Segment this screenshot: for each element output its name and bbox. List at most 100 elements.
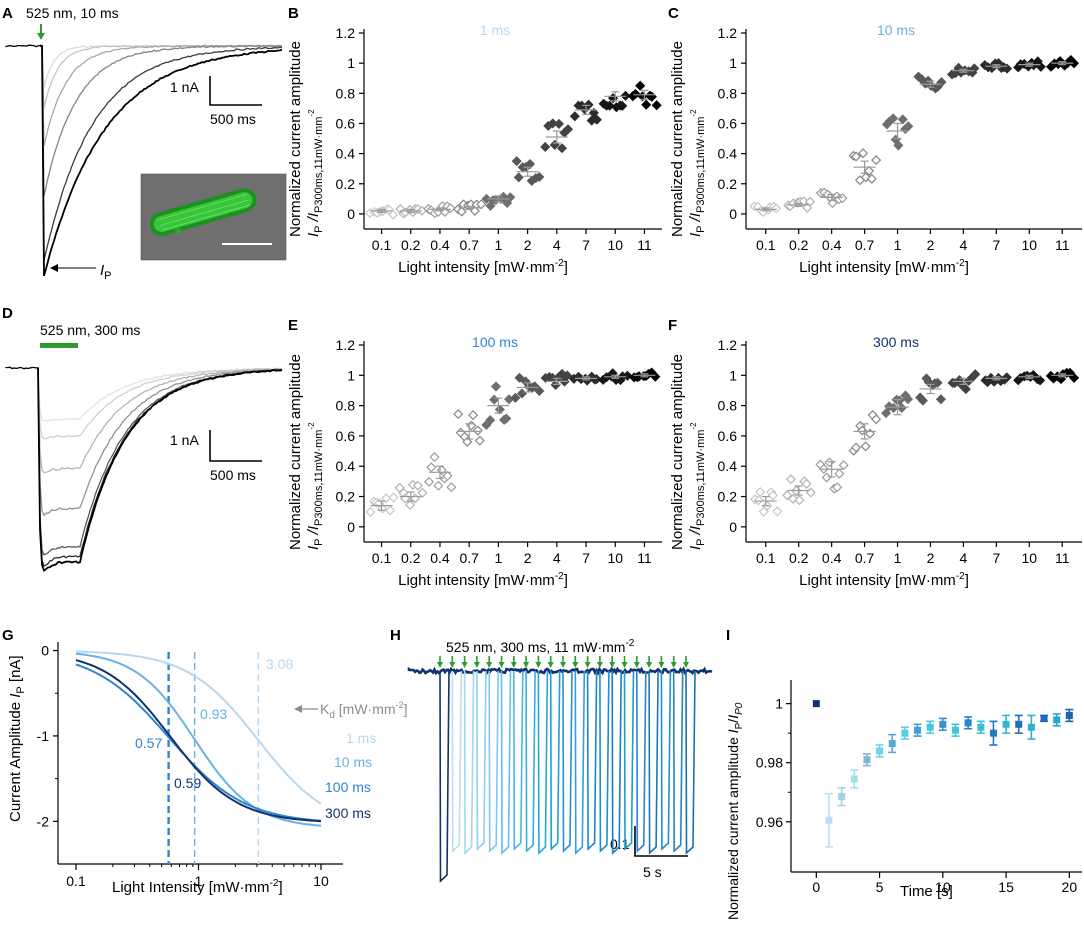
x-tick-label: 0.7 [459, 550, 479, 566]
fit-curve [75, 650, 322, 805]
data-point [445, 203, 456, 214]
y-tick-label: -2 [37, 813, 50, 829]
data-point [1002, 720, 1010, 728]
x-tick-label: 7 [582, 550, 590, 566]
y-tick-label: 1.2 [336, 25, 356, 41]
y-tick-label: 1.2 [718, 25, 738, 41]
stimulus-arrowhead-icon [572, 662, 579, 668]
panel-h-scalebar-time: 5 s [643, 864, 662, 880]
data-point [896, 402, 907, 413]
current-trace [39, 44, 283, 197]
data-point [755, 486, 766, 498]
x-axis-label: Light intensity [mW·mm-2] [398, 258, 568, 276]
y-axis-label-exp: -2 [307, 109, 316, 117]
panel-a-scalebar-time: 500 ms [210, 111, 256, 127]
current-pulse [476, 670, 487, 851]
stimulus-arrowhead-icon [535, 662, 542, 668]
panel-title: 1 ms [480, 22, 510, 38]
data-point [412, 480, 423, 491]
x-tick-label: 1 [494, 550, 502, 566]
current-pulse [537, 670, 549, 855]
current-trace [37, 367, 283, 422]
y-tick-label: 0 [41, 643, 49, 659]
x-tick-label: 15 [998, 879, 1014, 895]
panel-label-e: E [288, 317, 298, 334]
panel-i: Normalized current amplitude IP/IP0 Time… [725, 680, 1082, 920]
current-trace [37, 368, 283, 517]
x-tick-label: 10 [607, 237, 623, 253]
data-point [1035, 375, 1046, 386]
data-point [860, 441, 871, 452]
x-axis-label-main: Light intensity [mW·mm [799, 572, 956, 589]
data-point [871, 155, 882, 166]
panel-a-scalebar-current: 1 nA [170, 79, 199, 95]
data-point [834, 468, 845, 479]
inset-border [140, 173, 287, 261]
current-pulse [623, 670, 635, 851]
y-axis-label-sep: /I [687, 213, 704, 226]
panel-d-traces [5, 366, 283, 573]
y-axis-label-i: I [687, 233, 704, 237]
x-tick-label: 10 [1022, 237, 1038, 253]
y-axis-label-sub: P300ms,11mW·mm [695, 430, 707, 526]
data-point [888, 740, 896, 748]
data-point [805, 487, 816, 498]
y-tick-label: 0 [347, 206, 355, 222]
x-tick-label: 0.7 [459, 237, 479, 253]
data-point [838, 460, 849, 471]
y-axis-label-main: Normalized current amplitude [669, 354, 686, 550]
data-point [569, 111, 580, 122]
fit-curve [75, 652, 322, 827]
stimulus-arrowhead-icon [523, 662, 530, 668]
x-tick-label: 0.1 [756, 550, 776, 566]
data-point [501, 413, 512, 424]
data-point [1001, 372, 1012, 383]
data-point [964, 719, 972, 727]
data-point [939, 720, 947, 728]
x-tick-label: 0.7 [855, 237, 875, 253]
y-axis-label-sep: /I [305, 526, 322, 539]
y-tick-label: 0.4 [336, 146, 356, 162]
data-point [562, 124, 574, 135]
x-tick-label: 2 [927, 237, 935, 253]
x-tick-label: 11 [637, 237, 652, 253]
fit-curve [75, 659, 322, 823]
data-point [490, 381, 502, 392]
y-axis-label-ratio: IP /IP300ms,11mW·mm-2 [305, 109, 325, 237]
data-point [417, 487, 428, 498]
y-tick-label: 1.2 [718, 337, 738, 353]
x-tick-label: 0.2 [401, 237, 421, 253]
panel-e: 0 0.2 0.4 0.6 0.8 1 1.2 0.1 0.2 0.4 0.7 1 2 4 7 10 11 100… [287, 334, 662, 589]
current-pulse [488, 670, 499, 853]
current-trace [37, 368, 283, 474]
x-tick-label: 0.7 [855, 550, 875, 566]
x-tick-label: 0.1 [372, 550, 392, 566]
cell-body [149, 188, 257, 236]
y-axis-label-i: I [305, 233, 322, 237]
kd-label-1ms: 3.08 [266, 656, 293, 672]
data-point [524, 158, 536, 170]
x-tick-label: 0.4 [430, 237, 450, 253]
cell-striations [158, 193, 251, 231]
y-tick-label: 1.2 [336, 337, 356, 353]
y-axis-label-ratio: IP /IP300ms,11mW·mm-2 [687, 422, 707, 550]
panel-label-d: D [2, 305, 13, 322]
x-tick-label: 11 [637, 550, 652, 566]
panel-label-i: I [726, 627, 730, 644]
x-axis-label-exp: -2 [555, 571, 564, 582]
stimulus-arrowhead-icon [683, 662, 689, 668]
y-tick-label: 1 [729, 55, 737, 71]
y-tick-label: 0.6 [718, 115, 738, 131]
y-tick-label: 0 [347, 519, 355, 535]
current-pulse [463, 670, 475, 855]
current-pulse [648, 670, 659, 855]
legend-100ms: 100 ms [325, 779, 371, 795]
data-point [782, 490, 793, 501]
cell-debris [175, 228, 181, 234]
y-tick-label: 0.2 [336, 489, 356, 505]
y-tick-label: -1 [37, 728, 50, 744]
y-axis-label-main: Normalized current amplitude [287, 41, 304, 237]
x-tick-label: 0.2 [401, 550, 421, 566]
data-point [851, 442, 862, 453]
data-point [901, 729, 909, 737]
